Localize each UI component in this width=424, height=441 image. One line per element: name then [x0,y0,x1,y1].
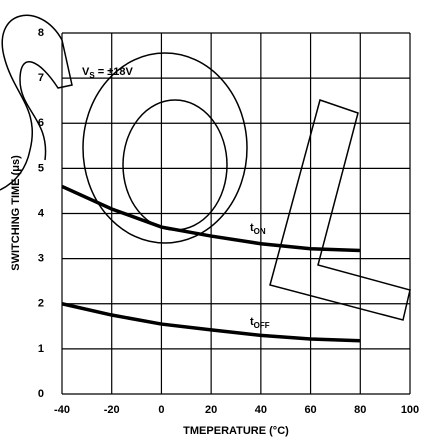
x-tick-label: 100 [401,404,419,416]
series-subscript: OFF [254,321,270,330]
y-tick-label: 4 [38,207,45,219]
y-tick-label: 0 [38,388,44,400]
series-label: tON [250,222,266,236]
y-tick-label: 8 [38,27,44,39]
y-tick-label: 1 [38,343,44,355]
series-line [61,302,361,343]
y-tick-label: 6 [38,117,44,129]
x-tick-label: 40 [255,404,267,416]
y-tick-label: 5 [38,162,44,174]
x-tick-label: 0 [158,404,164,416]
series-label: tOFF [250,316,270,330]
x-tick-label: -40 [54,404,70,416]
x-tick-label: 80 [354,404,366,416]
y-tick-label: 2 [38,298,44,310]
x-tick-label: -20 [104,404,120,416]
x-tick-label: 20 [205,404,217,416]
annotation: VS = ±18V [82,66,133,80]
y-axis-label: SWITCHING TIME (μs) [10,155,22,271]
y-tick-label: 7 [38,72,44,84]
series-line [61,184,361,253]
series-name: t [250,316,254,328]
x-tick-label: 60 [304,404,316,416]
x-axis-label: TMEPERATURE (°C) [183,425,289,437]
series-name: t [250,222,254,234]
series-subscript: ON [254,227,266,236]
y-tick-label: 3 [38,253,44,265]
